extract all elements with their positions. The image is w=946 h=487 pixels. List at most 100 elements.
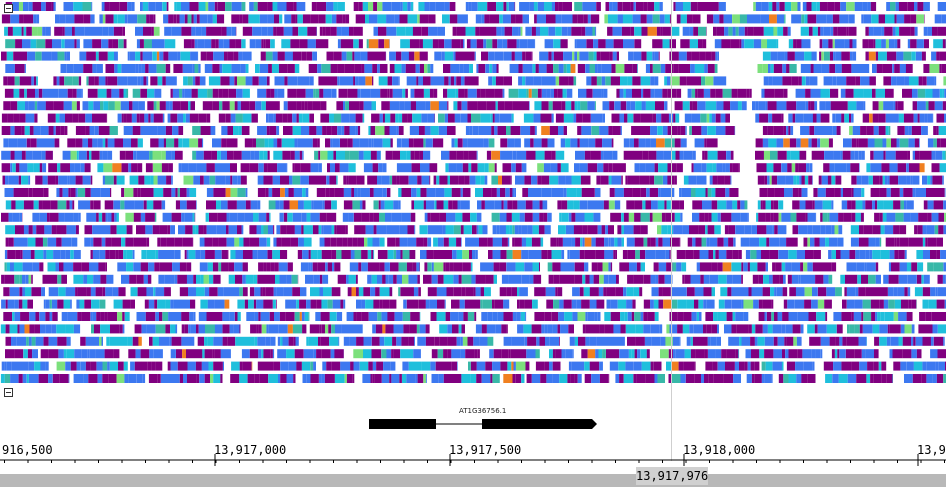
- read-segment: [916, 349, 922, 359]
- read-segment: [622, 250, 628, 259]
- gene-track[interactable]: [0, 395, 946, 440]
- read-segment: [551, 250, 562, 259]
- read-segment: [839, 14, 849, 24]
- read-segment: [716, 26, 725, 36]
- read-segment: [809, 76, 818, 86]
- read-segment: [91, 324, 94, 334]
- read-segment: [209, 113, 211, 123]
- read-segment: [105, 175, 114, 185]
- read-segment: [111, 237, 122, 247]
- read-segment: [453, 287, 462, 297]
- read-segment: [59, 113, 65, 123]
- read-segment: [244, 336, 250, 346]
- read-segment: [502, 163, 512, 173]
- read-segment: [908, 163, 915, 173]
- read-segment: [30, 39, 37, 49]
- read-segment: [596, 175, 601, 185]
- read-segment: [382, 2, 392, 11]
- read-segment: [129, 101, 133, 111]
- read-segment: [774, 88, 784, 98]
- read-segment: [126, 88, 129, 98]
- read-segment: [137, 163, 143, 173]
- collapse-icon[interactable]: [4, 388, 13, 397]
- gene-exon[interactable]: [482, 419, 592, 429]
- read-segment: [837, 349, 840, 359]
- read-segment: [427, 212, 431, 222]
- read-segment: [441, 150, 450, 160]
- read-segment: [823, 274, 827, 284]
- read-segment: [812, 287, 818, 297]
- read-segment: [912, 101, 918, 111]
- read-segment: [584, 262, 589, 272]
- read-segment: [764, 88, 775, 98]
- read-segment: [108, 39, 113, 49]
- read-segment: [31, 26, 38, 36]
- read-segment: [781, 361, 784, 371]
- read-segment: [92, 250, 100, 259]
- read-segment: [555, 26, 562, 36]
- read-segment: [750, 250, 757, 259]
- read-segment: [85, 336, 94, 346]
- read-segment: [392, 175, 397, 185]
- gene-label[interactable]: AT1G36756.1: [459, 407, 507, 415]
- read-segment: [717, 324, 719, 334]
- read-segment: [781, 113, 784, 123]
- read-segment: [317, 138, 320, 148]
- read-segment: [266, 126, 270, 135]
- read-segment: [943, 225, 946, 235]
- read-segment: [211, 39, 216, 49]
- read-segment: [762, 126, 768, 135]
- alignment-reads-track[interactable]: [0, 0, 946, 383]
- read-segment: [225, 113, 231, 123]
- read-segment: [254, 312, 259, 321]
- reads-canvas[interactable]: [0, 0, 946, 383]
- read-segment: [832, 76, 837, 86]
- read-segment: [75, 138, 83, 148]
- collapse-icon[interactable]: [4, 4, 13, 13]
- read-segment: [787, 51, 795, 61]
- read-segment: [896, 237, 900, 247]
- read-segment: [885, 126, 889, 135]
- read-segment: [210, 374, 214, 383]
- read-segment: [144, 39, 152, 49]
- read-segment: [834, 163, 837, 173]
- read-segment: [501, 26, 505, 36]
- read-segment: [553, 274, 560, 284]
- read-segment: [479, 26, 484, 36]
- read-segment: [870, 299, 880, 309]
- read-segment: [325, 26, 331, 36]
- read-segment: [480, 287, 484, 297]
- read-segment: [717, 262, 723, 272]
- read-segment: [391, 374, 400, 383]
- read-segment: [325, 262, 328, 272]
- read-segment: [865, 26, 869, 36]
- read-segment: [280, 175, 289, 185]
- read-segment: [373, 225, 377, 235]
- read-segment: [790, 312, 798, 321]
- read-segment: [28, 225, 33, 235]
- read-segment: [373, 138, 383, 148]
- gene-exon[interactable]: [369, 419, 436, 429]
- read-segment: [527, 39, 535, 49]
- read-segment: [114, 51, 118, 61]
- read-segment: [283, 26, 293, 36]
- read-segment: [762, 324, 768, 334]
- read-segment: [206, 312, 216, 321]
- horizontal-scrollbar[interactable]: [0, 474, 946, 487]
- read-segment: [544, 113, 552, 123]
- read-segment: [665, 336, 673, 346]
- read-segment: [866, 163, 871, 173]
- read-segment: [318, 225, 322, 235]
- read-segment: [313, 200, 323, 210]
- read-segment: [765, 262, 768, 272]
- read-segment: [427, 150, 431, 160]
- read-segment: [293, 336, 296, 346]
- read-segment: [673, 64, 679, 73]
- read-segment: [878, 113, 886, 123]
- read-segment: [417, 374, 424, 383]
- genomic-ruler[interactable]: [0, 441, 946, 475]
- read-segment: [98, 76, 106, 86]
- read-segment: [256, 324, 259, 334]
- read-segment: [717, 200, 727, 210]
- read-segment: [911, 336, 914, 346]
